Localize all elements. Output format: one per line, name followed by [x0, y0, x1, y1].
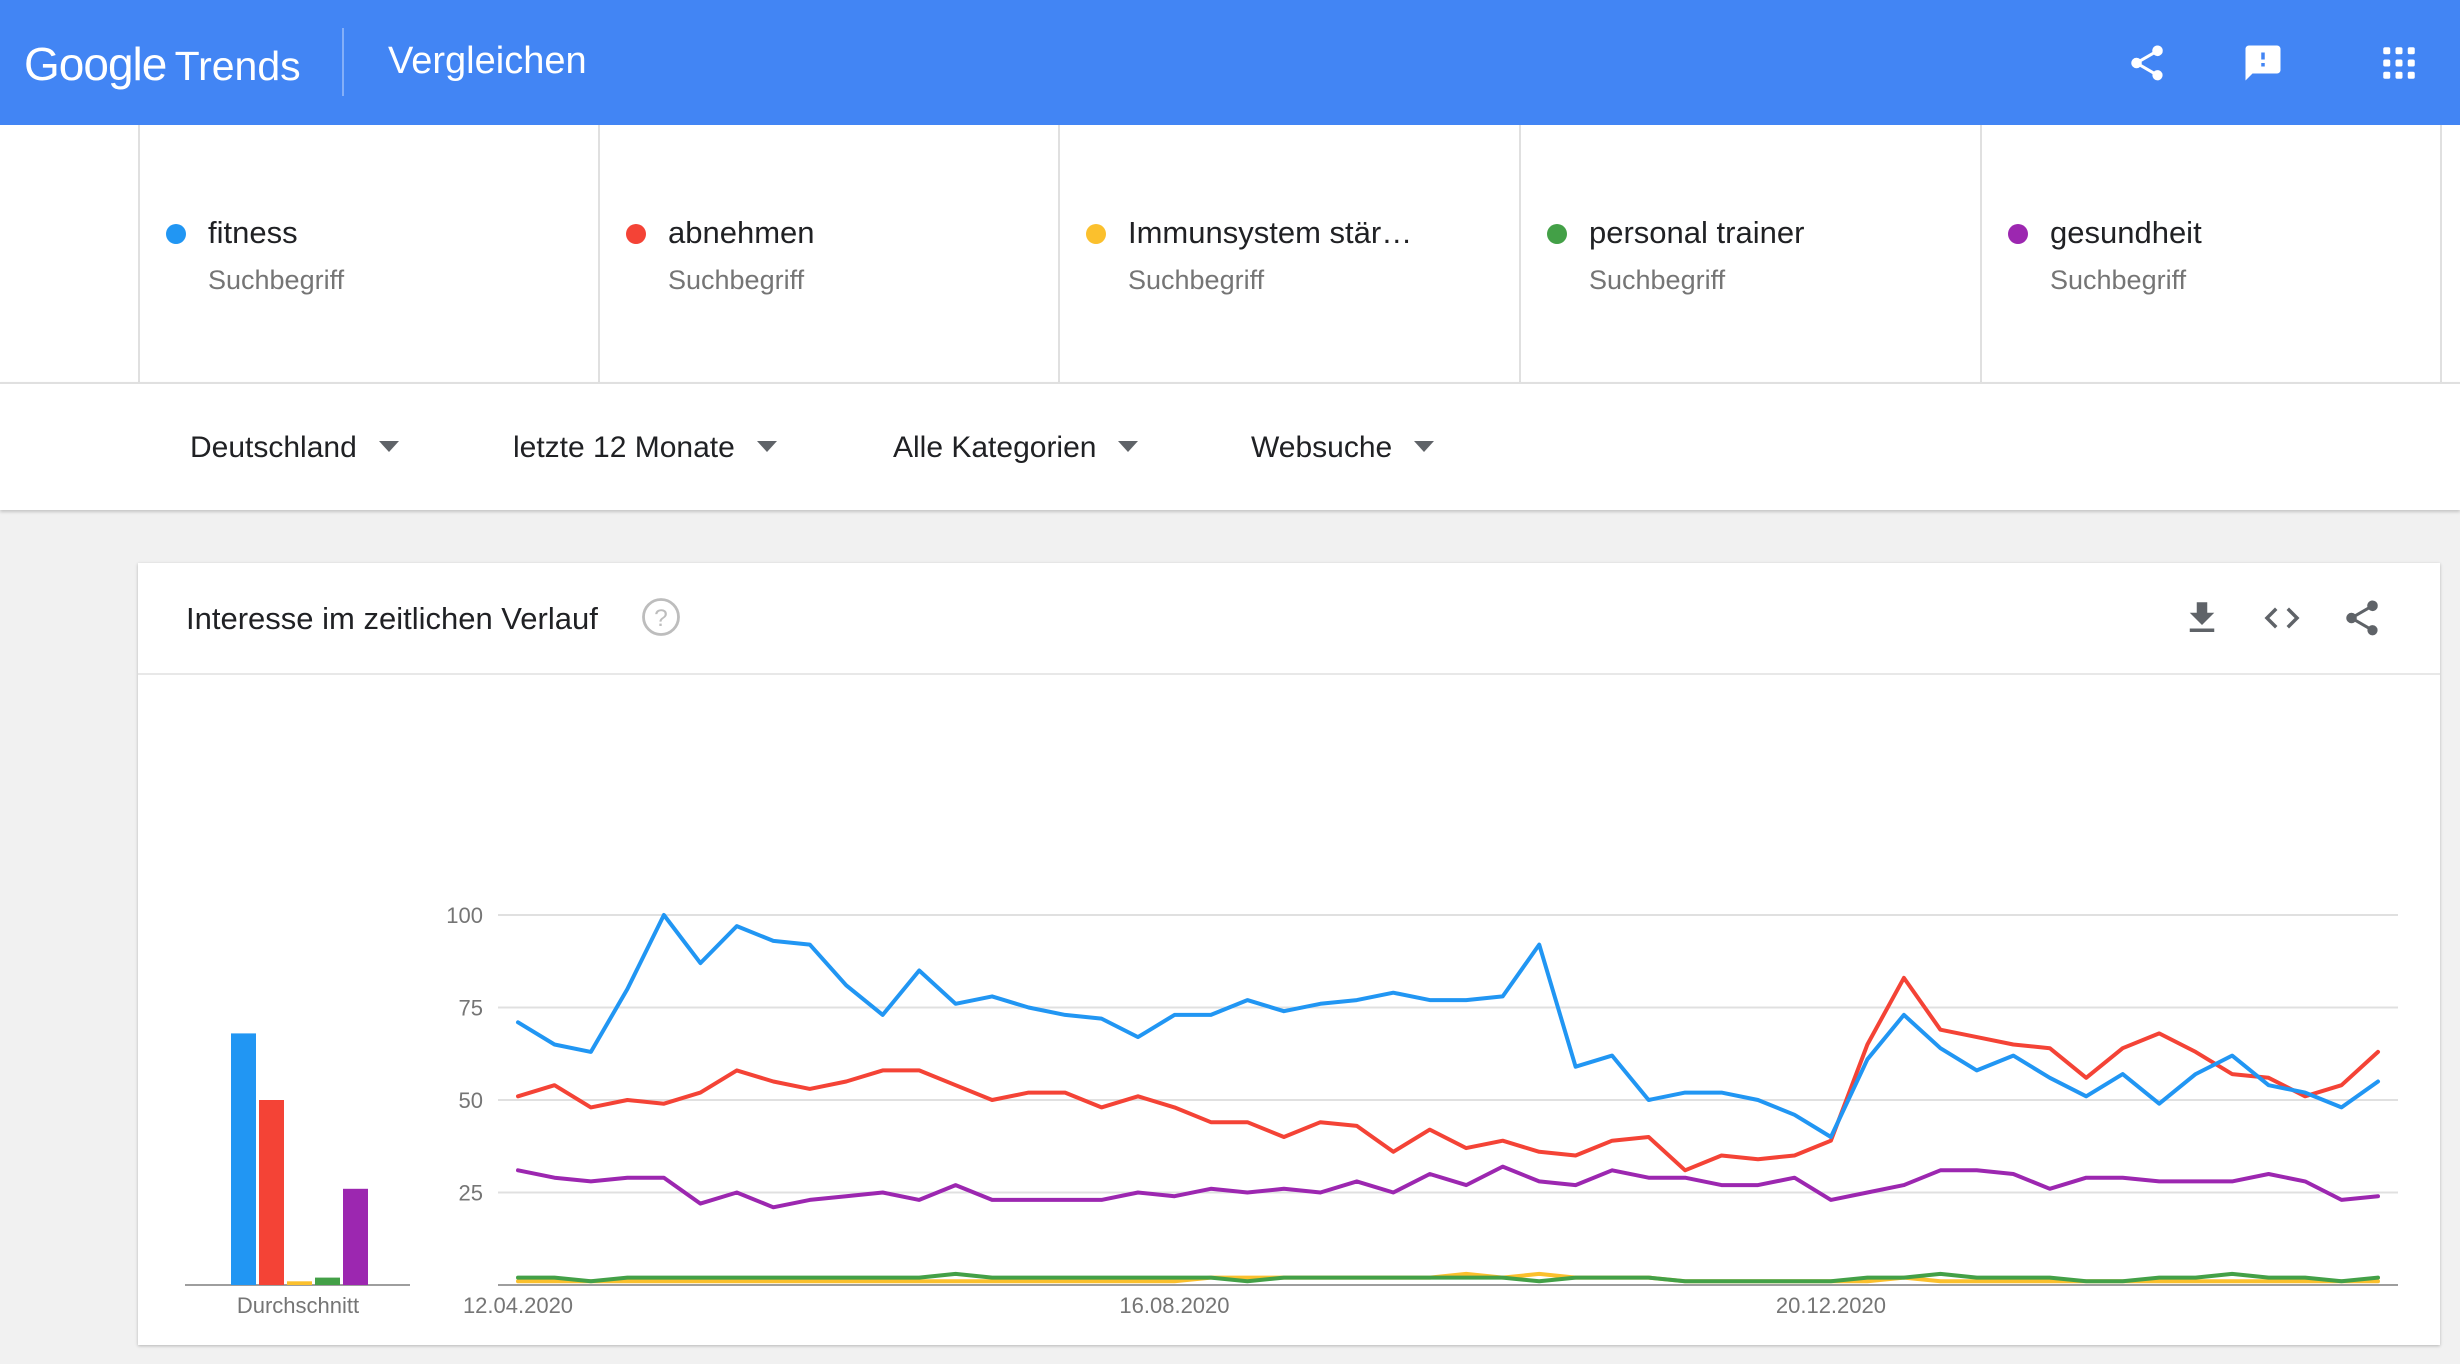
- term-name: gesundheit: [2050, 215, 2202, 250]
- dropdown-arrow-icon: [756, 440, 777, 452]
- term-card-personal-trainer[interactable]: personal trainer Suchbegriff: [1519, 125, 1979, 382]
- term-kind: Suchbegriff: [2050, 265, 2187, 295]
- dropdown-arrow-icon: [1118, 440, 1139, 452]
- series-line-abnehmen: [516, 975, 2380, 1173]
- average-bar: [231, 1033, 256, 1285]
- y-tick-label: 25: [459, 1181, 483, 1206]
- term-color-dot: [166, 224, 186, 244]
- search-type-value: Websuche: [1251, 431, 1393, 464]
- average-label: Durchschnitt: [237, 1293, 359, 1318]
- card-title: Interesse im zeitlichen Verlauf: [186, 601, 598, 636]
- term-card-abnehmen[interactable]: abnehmen Suchbegriff: [598, 125, 1058, 382]
- dropdown-arrow-icon: [1414, 440, 1435, 452]
- search-terms-bar: fitness Suchbegriff abnehmen Suchbegriff…: [0, 125, 2460, 382]
- term-kind: Suchbegriff: [1589, 265, 1726, 295]
- search-type-dropdown[interactable]: Websuche: [1251, 426, 1435, 470]
- average-bar: [287, 1281, 312, 1285]
- feedback-icon[interactable]: [2242, 42, 2284, 84]
- term-name: Immunsystem stär…: [1128, 215, 1413, 250]
- y-tick-label: 50: [459, 1088, 483, 1113]
- average-bar: [259, 1100, 284, 1285]
- term-color-dot: [1086, 224, 1106, 244]
- x-tick-label: 20.12.2020: [1776, 1293, 1886, 1318]
- category-dropdown[interactable]: Alle Kategorien: [893, 426, 1139, 470]
- series-line-fitness: [516, 913, 2380, 1139]
- download-icon[interactable]: [2181, 597, 2223, 639]
- term-kind: Suchbegriff: [1128, 265, 1265, 295]
- period-dropdown[interactable]: letzte 12 Monate: [513, 426, 777, 470]
- category-value: Alle Kategorien: [893, 431, 1097, 464]
- interest-over-time-card: Interesse im zeitlichen Verlauf ? 25 50 75…: [138, 563, 2440, 1345]
- interest-chart[interactable]: 25 50 75 100 12.04.2020 16.08.2020 20.12.2020 D…: [138, 673, 2440, 1345]
- apps-grid-icon[interactable]: [2378, 42, 2420, 84]
- y-tick-label: 75: [459, 996, 483, 1021]
- term-kind: Suchbegriff: [668, 265, 805, 295]
- logo-trends-text: Trends: [174, 43, 301, 89]
- term-color-dot: [626, 224, 646, 244]
- term-card-gesundheit[interactable]: gesundheit Suchbegriff: [1980, 125, 2442, 382]
- share-icon[interactable]: [2341, 597, 2383, 639]
- term-card-immunsystem[interactable]: Immunsystem stär… Suchbegriff: [1058, 125, 1518, 382]
- dropdown-arrow-icon: [378, 440, 399, 452]
- google-trends-logo[interactable]: Google Trends: [24, 34, 301, 94]
- series-line-gesundheit: [516, 1164, 2380, 1210]
- average-bar: [343, 1188, 368, 1285]
- x-tick-label: 12.04.2020: [463, 1293, 573, 1318]
- term-name: abnehmen: [668, 215, 815, 250]
- term-name: personal trainer: [1589, 215, 1805, 250]
- term-color-dot: [1547, 224, 1567, 244]
- svg-text:?: ?: [654, 605, 668, 632]
- page-title: Vergleichen: [388, 40, 587, 82]
- card-header: Interesse im zeitlichen Verlauf ?: [138, 563, 2440, 675]
- embed-code-icon[interactable]: [2261, 597, 2303, 639]
- help-icon[interactable]: ?: [640, 596, 682, 638]
- series-line-personal-trainer: [516, 1271, 2380, 1284]
- term-kind: Suchbegriff: [208, 265, 345, 295]
- filter-bar: Deutschland letzte 12 Monate Alle Katego…: [0, 382, 2460, 510]
- x-tick-label: 16.08.2020: [1119, 1293, 1229, 1318]
- share-icon[interactable]: [2126, 42, 2168, 84]
- term-card-fitness[interactable]: fitness Suchbegriff: [138, 125, 598, 382]
- term-name: fitness: [208, 215, 298, 250]
- term-color-dot: [2008, 224, 2028, 244]
- logo-google-text: Google: [24, 38, 167, 90]
- period-value: letzte 12 Monate: [513, 431, 735, 464]
- average-bar: [315, 1277, 340, 1285]
- region-dropdown[interactable]: Deutschland: [190, 426, 399, 470]
- header-divider: [342, 28, 344, 96]
- app-header: Google Trends Vergleichen: [0, 0, 2460, 125]
- region-value: Deutschland: [190, 431, 357, 464]
- y-tick-label: 100: [446, 903, 483, 928]
